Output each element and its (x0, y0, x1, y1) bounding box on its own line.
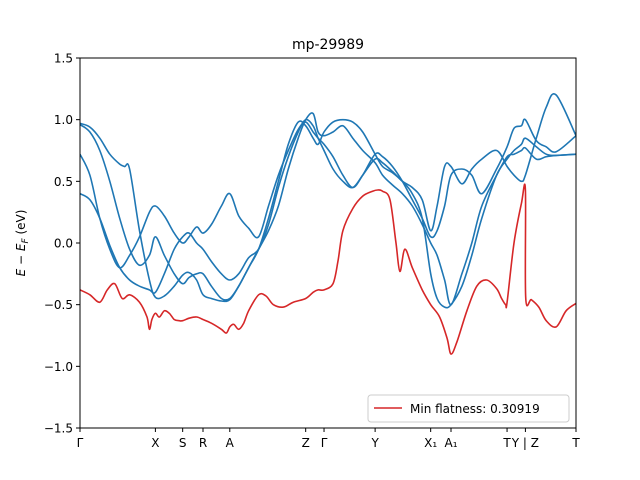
x-tick-label: X (151, 436, 159, 450)
tick-labels-layer: −1.5−1.0−0.50.00.51.01.5Γ X S R A Z Γ Y X₁ A₁ T Y |… (44, 52, 580, 451)
x-tick-label: X₁ (424, 436, 437, 450)
tick-marks-layer (76, 57, 577, 432)
x-tick-label: Γ (77, 436, 84, 450)
x-tick-label: T (571, 436, 580, 450)
band-line-2 (80, 118, 576, 309)
flat-band-line (80, 183, 576, 355)
legend-box (367, 394, 570, 423)
x-tick-label: T (502, 436, 511, 450)
x-tick-label: Y (370, 436, 379, 450)
plot-frame (79, 57, 577, 429)
x-tick-label: Y | Z (511, 436, 539, 450)
chart-title: mp-29989 (292, 37, 364, 53)
y-tick-label: 1.5 (54, 52, 73, 66)
x-tick-label: A₁ (444, 436, 457, 450)
y-tick-label: 0.5 (54, 175, 73, 189)
legend-label: Min flatness: 0.30919 (410, 402, 540, 416)
band-lines-layer (80, 93, 576, 355)
y-axis-label: E − EF (eV) (14, 210, 31, 277)
x-tick-label: R (199, 436, 207, 450)
x-tick-label: A (226, 436, 235, 450)
y-tick-label: −0.5 (44, 298, 73, 312)
x-tick-label: Γ (321, 436, 328, 450)
y-tick-label: −1.0 (44, 360, 73, 374)
band-line-4 (80, 93, 576, 294)
y-tick-label: −1.5 (44, 422, 73, 436)
x-tick-label: Z (302, 436, 310, 450)
y-tick-label: 1.0 (54, 113, 73, 127)
legend: Min flatness: 0.30919 (367, 394, 570, 423)
band-line-1 (80, 112, 576, 306)
y-tick-label: 0.0 (54, 237, 73, 251)
x-tick-label: S (179, 436, 187, 450)
